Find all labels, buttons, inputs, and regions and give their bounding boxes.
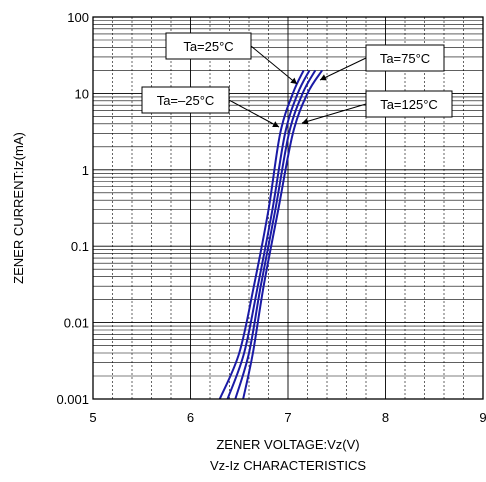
series-line-3 bbox=[242, 69, 323, 400]
y-tick-label: 100 bbox=[67, 10, 89, 25]
annotation-box bbox=[165, 32, 252, 60]
x-tick-label: 5 bbox=[89, 410, 96, 425]
annotation-arrowhead bbox=[320, 74, 327, 81]
y-tick-label: 0.01 bbox=[64, 316, 89, 331]
annotation-label: Ta=25°C bbox=[183, 39, 233, 54]
series-line-2 bbox=[234, 69, 317, 400]
grid-lines bbox=[93, 17, 483, 399]
x-axis-label: ZENER VOLTAGE:Vz(V) bbox=[216, 437, 359, 452]
annotation-box bbox=[365, 90, 453, 118]
annotations: Ta=25°C Ta=75°C Ta=–25°C Ta=125°C bbox=[141, 32, 453, 128]
x-tick-label: 9 bbox=[479, 410, 486, 425]
plot-frame bbox=[92, 16, 484, 400]
annotation-pointer bbox=[301, 103, 367, 124]
x-tick-labels: 5 6 7 8 9 bbox=[89, 410, 486, 425]
annotation-box bbox=[141, 86, 230, 114]
annotation-arrowhead bbox=[302, 118, 309, 125]
y-axis-label: ZENER CURRENT:Iz(mA) bbox=[11, 132, 26, 284]
series-line-0 bbox=[218, 69, 305, 400]
y-tick-label: 0.001 bbox=[56, 392, 89, 407]
annotation-pointer bbox=[228, 99, 280, 128]
x-tick-label: 6 bbox=[187, 410, 194, 425]
series-line-1 bbox=[226, 69, 311, 400]
annotation-label: Ta=–25°C bbox=[157, 93, 215, 108]
y-tick-label: 1 bbox=[82, 163, 89, 178]
x-tick-label: 8 bbox=[382, 410, 389, 425]
annotation-arrowhead bbox=[272, 121, 279, 128]
chart-caption: Vz-Iz CHARACTERISTICS bbox=[210, 458, 366, 473]
annotation-pointer bbox=[319, 57, 367, 81]
annotation-arrowhead bbox=[290, 77, 297, 84]
annotation-label: Ta=125°C bbox=[380, 97, 438, 112]
annotation-pointer bbox=[250, 45, 298, 85]
annotation-box bbox=[365, 44, 445, 72]
series-curves bbox=[218, 69, 323, 400]
x-tick-label: 7 bbox=[284, 410, 291, 425]
y-tick-label: 10 bbox=[75, 86, 89, 101]
annotation-label: Ta=75°C bbox=[380, 51, 430, 66]
y-tick-label: 0.1 bbox=[71, 239, 89, 254]
y-tick-labels: 0.001 0.01 0.1 1 10 100 bbox=[56, 10, 89, 407]
